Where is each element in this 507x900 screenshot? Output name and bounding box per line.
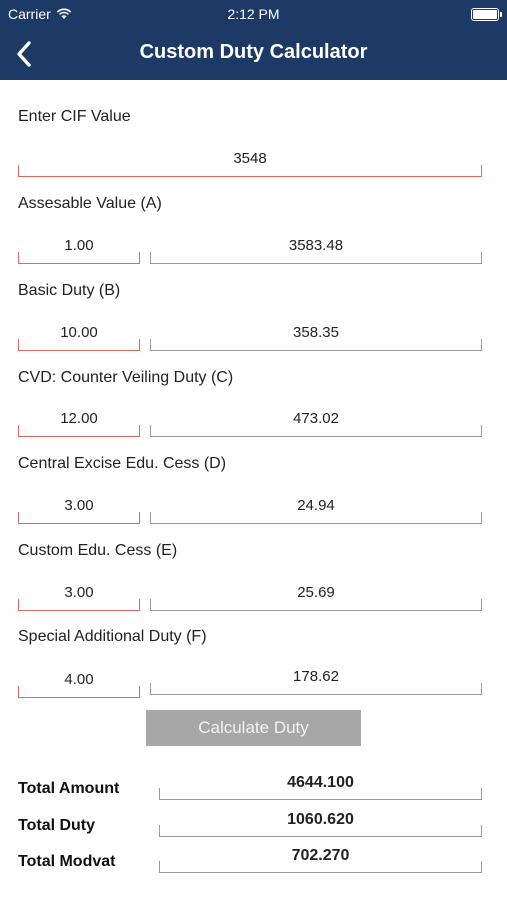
nav-bar: Custom Duty Calculator [0, 28, 507, 80]
assessable-value-label: Assesable Value (A) [18, 195, 162, 212]
total-amount-field: 4644.100 [159, 774, 482, 800]
special-additional-duty-amount-field: 178.62 [150, 669, 482, 695]
custom-edu-cess-label: Custom Edu. Cess (E) [18, 542, 178, 559]
basic-duty-rate-value: 10.00 [60, 324, 98, 341]
central-excise-cess-label: Central Excise Edu. Cess (D) [18, 455, 227, 472]
special-additional-duty-rate-value: 4.00 [64, 671, 94, 688]
basic-duty-amount-field: 358.35 [150, 325, 482, 351]
cvd-label: CVD: Counter Veiling Duty (C) [18, 369, 234, 386]
special-additional-duty-amount-value: 178.62 [293, 668, 339, 685]
assessable-amount-field: 3583.48 [150, 238, 482, 264]
total-duty-label: Total Duty [18, 817, 96, 834]
back-button[interactable] [10, 38, 42, 70]
total-modvat-value: 702.270 [291, 847, 350, 864]
central-excise-cess-rate-value: 3.00 [64, 497, 94, 514]
total-amount-label: Total Amount [18, 780, 120, 797]
total-amount-value: 4644.100 [287, 774, 354, 791]
special-additional-duty-rate-input[interactable]: 4.00 [18, 672, 140, 698]
basic-duty-amount-value: 358.35 [293, 324, 339, 341]
central-excise-cess-amount-field: 24.94 [150, 498, 482, 524]
cif-value: 3548 [233, 150, 267, 167]
total-duty-value: 1060.620 [287, 811, 354, 828]
calculate-duty-button[interactable]: Calculate Duty [146, 710, 361, 746]
total-duty-field: 1060.620 [159, 811, 482, 837]
custom-edu-cess-rate-input[interactable]: 3.00 [18, 585, 140, 611]
custom-edu-cess-amount-field: 25.69 [150, 585, 482, 611]
central-excise-cess-amount-value: 24.94 [297, 497, 335, 514]
cvd-rate-input[interactable]: 12.00 [18, 411, 140, 437]
central-excise-cess-rate-input[interactable]: 3.00 [18, 498, 140, 524]
assessable-rate-value: 1.00 [64, 237, 94, 254]
special-additional-duty-label: Special Additional Duty (F) [18, 628, 207, 645]
carrier-label: Carrier [8, 6, 51, 22]
total-modvat-field: 702.270 [159, 847, 482, 873]
chevron-left-icon [17, 41, 31, 67]
assessable-amount-value: 3583.48 [288, 237, 344, 254]
cif-input[interactable]: 3548 [18, 151, 482, 177]
status-bar: Carrier 2:12 PM [0, 0, 507, 28]
clock: 2:12 PM [227, 6, 280, 22]
total-modvat-label: Total Modvat [18, 853, 116, 870]
cvd-amount-value: 473.02 [293, 410, 339, 427]
page-title: Custom Duty Calculator [139, 41, 368, 63]
basic-duty-rate-input[interactable]: 10.00 [18, 325, 140, 351]
battery-icon [471, 8, 502, 21]
cvd-rate-value: 12.00 [60, 410, 98, 427]
basic-duty-label: Basic Duty (B) [18, 282, 121, 299]
cvd-amount-field: 473.02 [150, 411, 482, 437]
custom-edu-cess-rate-value: 3.00 [64, 584, 94, 601]
cif-label: Enter CIF Value [18, 108, 131, 125]
assessable-rate-input[interactable]: 1.00 [18, 238, 140, 264]
custom-edu-cess-amount-value: 25.69 [297, 584, 335, 601]
carrier-info: Carrier [8, 6, 72, 22]
wifi-icon [56, 8, 71, 19]
